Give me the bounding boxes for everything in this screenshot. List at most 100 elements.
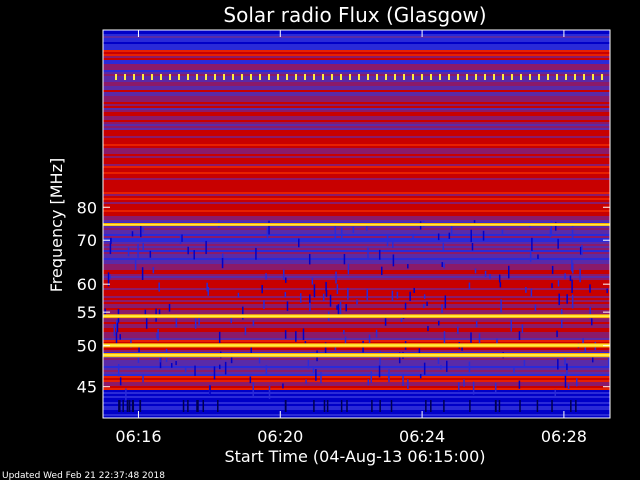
spectrogram-row: [103, 288, 610, 290]
dark-streak: [131, 400, 134, 412]
spectrogram-row: [103, 112, 610, 114]
spectrogram-row: [103, 68, 610, 70]
spectrogram-texture: [312, 366, 315, 374]
spectrogram-texture: [391, 290, 394, 301]
spectrogram-row: [103, 406, 610, 408]
spectrogram-row: [103, 116, 610, 118]
spectrogram-texture: [418, 348, 421, 355]
spectrogram-row: [103, 56, 610, 58]
spectrogram-texture: [334, 346, 337, 351]
dark-streak: [197, 400, 199, 412]
interference-tick: [241, 74, 243, 80]
interference-tick: [259, 74, 261, 80]
spectrogram-row: [103, 216, 610, 218]
spectrogram-row: [103, 366, 610, 368]
spectrogram-row: [103, 242, 610, 244]
dark-streak: [323, 400, 326, 412]
interference-tick: [529, 74, 531, 80]
spectrogram-texture: [242, 306, 244, 320]
spectrogram-texture: [221, 257, 224, 269]
spectrogram-row: [103, 322, 610, 324]
interference-tick: [502, 74, 504, 80]
spectrogram-row: [103, 176, 610, 178]
spectrogram-row: [103, 360, 610, 362]
spectrogram-texture: [557, 238, 559, 249]
spectrogram-texture: [470, 229, 472, 243]
dark-streak: [379, 400, 381, 412]
spectrogram-texture: [142, 227, 144, 233]
spectrogram-texture: [367, 247, 369, 259]
spectrogram-row: [103, 392, 610, 394]
spectrogram-row: [103, 404, 610, 406]
spectrogram-row: [103, 416, 610, 418]
spectrogram-texture: [109, 274, 111, 280]
dark-streak: [122, 400, 124, 412]
spectrogram-texture: [589, 306, 591, 320]
spectrogram-row: [103, 292, 610, 294]
spectrogram-row: [103, 334, 610, 336]
spectrogram-row: [103, 342, 610, 344]
spectrogram-row: [103, 232, 610, 234]
spectrogram-row: [103, 284, 610, 286]
spectrogram-row: [103, 130, 610, 132]
spectrogram-row: [103, 172, 610, 174]
interference-tick: [601, 74, 603, 80]
spectrogram-row: [103, 218, 610, 220]
spectrogram-row: [103, 338, 610, 340]
spectrogram-texture: [110, 237, 112, 244]
spectrogram-row: [103, 246, 610, 248]
spectrogram-texture: [298, 238, 300, 248]
spectrogram-row: [103, 228, 610, 230]
spectrogram-row: [103, 374, 610, 376]
spectrogram-row: [103, 92, 610, 94]
spectrogram-texture: [194, 316, 197, 329]
spectrogram-row: [103, 350, 610, 352]
spectrogram-texture: [339, 301, 342, 316]
spectrogram-row: [103, 40, 610, 42]
spectrogram-texture: [224, 361, 227, 375]
spectrogram-row: [103, 364, 610, 366]
spectrogram-texture: [284, 330, 287, 339]
x-tick-label: 06:20: [257, 427, 303, 446]
dark-streak: [126, 400, 129, 412]
dark-streak: [118, 400, 121, 412]
spectrogram-texture: [478, 333, 481, 347]
spectrogram-row: [103, 184, 610, 186]
spectrogram-texture: [450, 223, 453, 236]
spectrogram-texture: [413, 287, 415, 294]
spectrogram-texture: [322, 293, 325, 301]
spectrogram-plot-area: [103, 30, 610, 418]
spectrogram-texture: [513, 367, 515, 373]
interference-tick: [430, 74, 432, 80]
spectrogram-texture: [437, 233, 440, 241]
interference-tick: [223, 74, 225, 80]
spectrogram-texture: [230, 315, 232, 324]
spectrogram-row: [103, 38, 610, 40]
spectrogram-texture: [343, 253, 346, 265]
spectrogram-texture: [181, 234, 183, 242]
spectrogram-texture: [378, 365, 381, 378]
spectrogram-row: [103, 194, 610, 196]
spectrogram-row: [103, 378, 610, 380]
interference-tick: [124, 74, 126, 80]
spectrogram-row: [103, 148, 610, 150]
dark-streak: [202, 400, 205, 412]
spectrogram-texture: [144, 309, 147, 317]
spectrogram-texture: [252, 320, 255, 327]
spectrogram-texture: [184, 367, 187, 372]
spectrogram-row: [103, 400, 610, 402]
spectrogram-texture: [468, 361, 471, 373]
spectrogram-row: [103, 250, 610, 252]
spectrogram-texture: [265, 365, 268, 375]
spectrogram-row: [103, 120, 610, 122]
spectrogram-row: [103, 142, 610, 144]
spectrogram-texture: [463, 379, 465, 387]
spectrogram-row: [103, 188, 610, 190]
spectrogram-row: [103, 348, 610, 350]
interference-tick: [277, 74, 279, 80]
spectrogram-texture: [457, 326, 459, 335]
spectrogram-row: [103, 46, 610, 48]
spectrogram-texture: [427, 326, 429, 332]
spectrogram-texture: [159, 355, 161, 363]
